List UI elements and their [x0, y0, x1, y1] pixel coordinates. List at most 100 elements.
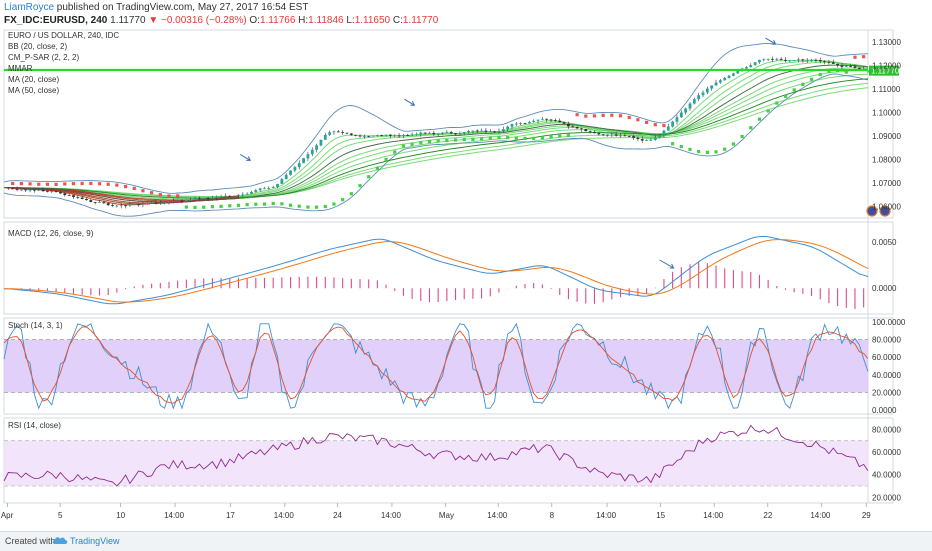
- ma20-line: [3, 64, 869, 203]
- low-label: L:: [346, 15, 355, 26]
- high-value: 1.11846: [308, 15, 344, 26]
- candle-body: [601, 134, 605, 136]
- candle-body: [849, 66, 853, 67]
- candle-body: [484, 130, 488, 132]
- psar-dot: [566, 133, 571, 137]
- candle-body: [553, 120, 557, 121]
- candle-body: [54, 191, 58, 193]
- psar-dot: [210, 205, 215, 209]
- psar-dot: [497, 135, 501, 139]
- candle-body: [797, 59, 800, 61]
- candle-body: [545, 118, 549, 120]
- x-axis-tick: 14:00: [596, 511, 617, 520]
- chart-canvas[interactable]: EURO / US DOLLAR, 240, IDC BB (20, close…: [0, 28, 932, 531]
- candle-body: [328, 132, 332, 135]
- candle-body: [458, 133, 462, 135]
- candle-body: [653, 137, 657, 140]
- candle-body: [132, 204, 136, 206]
- event-marker-icon: [866, 205, 878, 217]
- candle-body: [67, 195, 71, 196]
- candle-body: [46, 191, 49, 193]
- last-price-tag: 1.11770: [871, 67, 900, 76]
- x-axis-tick: 14:00: [381, 511, 402, 520]
- candle-body: [141, 203, 145, 205]
- x-axis-tick: 14:00: [487, 511, 508, 520]
- candle-body: [184, 200, 188, 202]
- candle-body: [111, 205, 114, 206]
- candle-body: [271, 187, 275, 188]
- psar-dot: [610, 113, 614, 117]
- candle-body: [258, 188, 262, 191]
- psar-dot: [445, 138, 449, 143]
- psar-dot: [453, 138, 458, 142]
- ma50-line: [4, 78, 869, 199]
- candle-body: [619, 135, 622, 137]
- candle-body: [567, 123, 570, 127]
- psar-dot: [384, 157, 388, 162]
- price-axis-tick: 1.06000: [872, 202, 901, 211]
- psar-dot: [349, 192, 353, 196]
- candle-body: [449, 132, 453, 134]
- candle-body: [50, 191, 54, 193]
- psar-dot: [262, 202, 267, 206]
- candle-body: [41, 189, 45, 192]
- candle-body: [827, 61, 831, 63]
- candle-body: [532, 120, 536, 122]
- candle-body: [124, 205, 127, 207]
- psar-dot: [523, 136, 527, 140]
- psar-dot: [549, 135, 553, 139]
- candle-body: [406, 135, 410, 136]
- candle-body: [536, 119, 540, 121]
- candle-body: [349, 133, 353, 135]
- candle-body: [649, 139, 653, 141]
- author-link[interactable]: LiamRoyce: [4, 2, 55, 13]
- psar-dot: [332, 202, 336, 206]
- symbol-name: FX_IDC:EURUSD, 240: [4, 15, 108, 26]
- psar-dot: [584, 114, 588, 118]
- psar-dot: [532, 136, 536, 140]
- candle-body: [176, 200, 180, 202]
- axis-labels: 1.11770 1.13000 1.12000 1.11000 1.10000 1.090…: [1, 38, 906, 520]
- candle-body: [375, 135, 379, 136]
- stoch-axis-tick: 0.0000: [872, 406, 897, 415]
- candle-body: [189, 199, 193, 201]
- candle-body: [362, 136, 366, 137]
- candle-body: [15, 189, 19, 191]
- candle-body: [237, 194, 240, 196]
- x-axis-tick: 29: [862, 511, 871, 520]
- psar-dot: [115, 183, 119, 187]
- rsi-axis-tick: 40.0000: [872, 471, 901, 480]
- psar-dot: [636, 118, 640, 122]
- candle-body: [467, 131, 470, 133]
- candle-body: [280, 179, 284, 184]
- psar-dot: [749, 126, 753, 130]
- tradingview-brand[interactable]: TradingView: [70, 536, 120, 546]
- candle-body: [293, 167, 297, 171]
- psar-dot: [462, 137, 466, 142]
- psar-dot: [323, 204, 327, 209]
- symbol-quote: FX_IDC:EURUSD, 240 1.11770 ▼ −0.00316 (−…: [4, 15, 438, 26]
- last-price: 1.11770: [110, 15, 146, 26]
- candle-body: [462, 132, 466, 134]
- x-axis-tick: 24: [333, 511, 342, 520]
- psar-dot: [254, 202, 258, 206]
- x-axis-tick: May: [439, 511, 454, 520]
- price-axis-tick: 1.09000: [872, 132, 901, 141]
- psar-dot: [575, 113, 579, 117]
- candle-body: [775, 58, 779, 60]
- candle-body: [597, 133, 601, 135]
- candle-body: [575, 126, 579, 129]
- close-label: C:: [392, 15, 403, 26]
- candle-body: [810, 59, 813, 61]
- candle-body: [779, 58, 783, 60]
- macd-line: [3, 235, 869, 305]
- candle-body: [37, 189, 41, 191]
- indicator-ma20: MA (20, close): [8, 75, 59, 84]
- psar-dot: [219, 204, 223, 208]
- candle-body: [371, 135, 375, 137]
- psar-dot: [705, 150, 709, 154]
- psar-dot: [176, 194, 180, 198]
- psar-dot: [106, 182, 110, 186]
- macd-axis-tick: 0.0000: [872, 284, 897, 293]
- candle-body: [679, 112, 683, 118]
